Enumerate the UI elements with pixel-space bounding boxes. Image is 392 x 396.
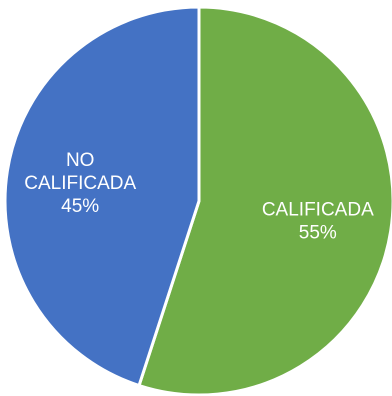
pie-slice-percent: 45% xyxy=(61,196,99,217)
pie-slice-0 xyxy=(137,5,392,396)
pie-slice-category: CALIFICADA xyxy=(24,173,136,194)
pie-labels: CALIFICADA 55%NO CALIFICADA 45% xyxy=(24,150,374,243)
pie-slice-percent: 55% xyxy=(299,222,337,243)
pie-slice-category: CALIFICADA xyxy=(262,199,374,220)
pie-slice-label-0: CALIFICADA 55% xyxy=(262,199,374,243)
pie-slice-label-1: NO CALIFICADA 45% xyxy=(24,150,136,217)
pie-slice-category: NO xyxy=(66,150,95,171)
pie-slices xyxy=(3,5,392,396)
pie-slice-1 xyxy=(3,5,201,387)
